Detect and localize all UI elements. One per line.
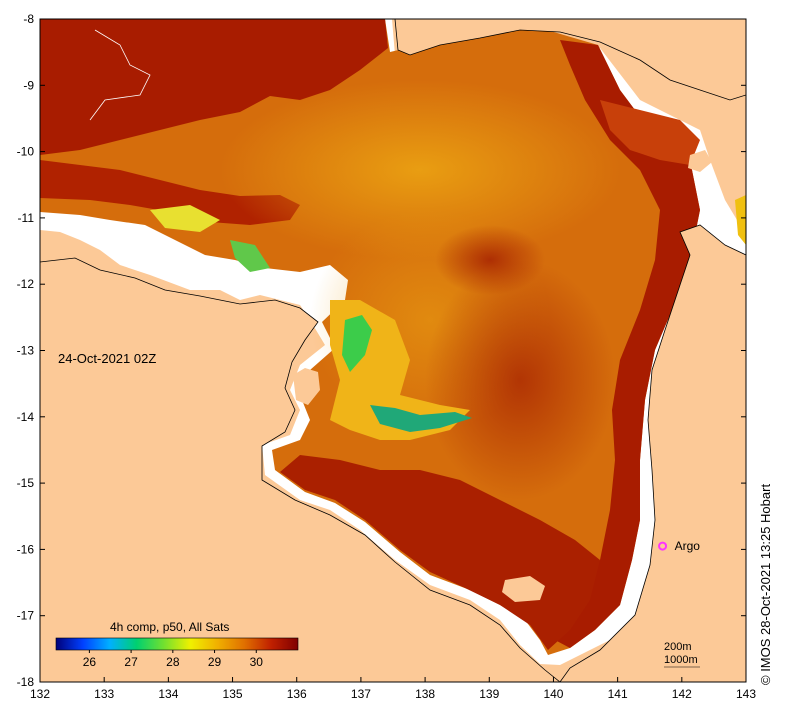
x-tick-label: 143 bbox=[736, 687, 756, 701]
warm-glow-north bbox=[220, 80, 620, 260]
x-axis: 132 133 134 135 136 137 138 139 140 141 142 143 bbox=[30, 677, 756, 701]
y-tick-label: -14 bbox=[17, 410, 35, 424]
river-line bbox=[89, 29, 151, 121]
y-tick-label: -10 bbox=[17, 145, 35, 159]
y-tick-label: -15 bbox=[17, 476, 35, 490]
hot-zone-west bbox=[40, 160, 300, 225]
cool-water-green-2 bbox=[370, 405, 472, 432]
colorbar-title: 4h comp, p50, All Sats bbox=[110, 620, 229, 634]
coastline-north bbox=[394, 19, 746, 101]
cool-water-yellow-2 bbox=[150, 205, 220, 232]
argo-label: Argo bbox=[675, 539, 701, 553]
east-coastal-yellow bbox=[735, 195, 746, 245]
colorbar-ticks: 26 27 28 29 30 bbox=[83, 650, 264, 669]
colorbar-tick-label: 30 bbox=[250, 655, 264, 669]
colorbar-tick-label: 27 bbox=[124, 655, 138, 669]
x-tick-label: 136 bbox=[287, 687, 307, 701]
x-tick-label: 135 bbox=[223, 687, 243, 701]
groote-island bbox=[293, 368, 320, 405]
new-guinea-land bbox=[395, 19, 746, 100]
x-tick-label: 142 bbox=[672, 687, 692, 701]
depth-legend-1000m: 1000m bbox=[664, 654, 698, 666]
y-tick-label: -18 bbox=[17, 675, 35, 689]
x-tick-label: 132 bbox=[30, 687, 50, 701]
y-tick-label: -17 bbox=[17, 609, 35, 623]
timestamp-label: 24-Oct-2021 02Z bbox=[58, 351, 156, 366]
coastline-west bbox=[40, 257, 561, 682]
y-tick-label: -16 bbox=[17, 542, 35, 556]
depth-legend-200m: 200m bbox=[664, 641, 692, 653]
hot-zone-north bbox=[40, 19, 388, 155]
red-core-2 bbox=[435, 225, 545, 295]
hot-zone-east bbox=[555, 40, 700, 648]
colorbar-tick-label: 26 bbox=[83, 655, 97, 669]
red-core bbox=[425, 260, 615, 500]
cape-york-land bbox=[560, 225, 746, 682]
imos-credit: © IMOS 28-Oct-2021 13:25 Hobart bbox=[758, 483, 773, 685]
y-axis: -8 -9 -10 -11 -12 -13 -14 -15 -16 -17 -18 bbox=[17, 12, 746, 689]
x-tick-label: 133 bbox=[94, 687, 114, 701]
cool-water-green-1 bbox=[342, 315, 372, 372]
x-tick-label: 134 bbox=[158, 687, 178, 701]
y-tick-label: -9 bbox=[23, 78, 34, 92]
x-tick-label: 141 bbox=[608, 687, 628, 701]
coastline-east bbox=[559, 224, 746, 682]
colorbar-tick-label: 29 bbox=[208, 655, 222, 669]
y-tick-label: -12 bbox=[17, 277, 35, 291]
x-tick-label: 140 bbox=[543, 687, 563, 701]
torres-island bbox=[688, 150, 712, 172]
x-tick-label: 137 bbox=[351, 687, 371, 701]
y-tick-label: -13 bbox=[17, 344, 35, 358]
colorbar-tick-label: 28 bbox=[166, 655, 180, 669]
argo-marker[interactable] bbox=[658, 541, 668, 551]
x-tick-label: 138 bbox=[415, 687, 435, 701]
x-tick-label: 139 bbox=[479, 687, 499, 701]
wellesley-island bbox=[502, 576, 545, 602]
y-tick-label: -8 bbox=[23, 12, 34, 26]
y-tick-label: -11 bbox=[18, 211, 35, 225]
cool-water-green-3 bbox=[230, 240, 270, 272]
torres-strait-sea bbox=[600, 100, 700, 165]
arnhem-land bbox=[40, 258, 560, 682]
colorbar bbox=[55, 637, 299, 651]
